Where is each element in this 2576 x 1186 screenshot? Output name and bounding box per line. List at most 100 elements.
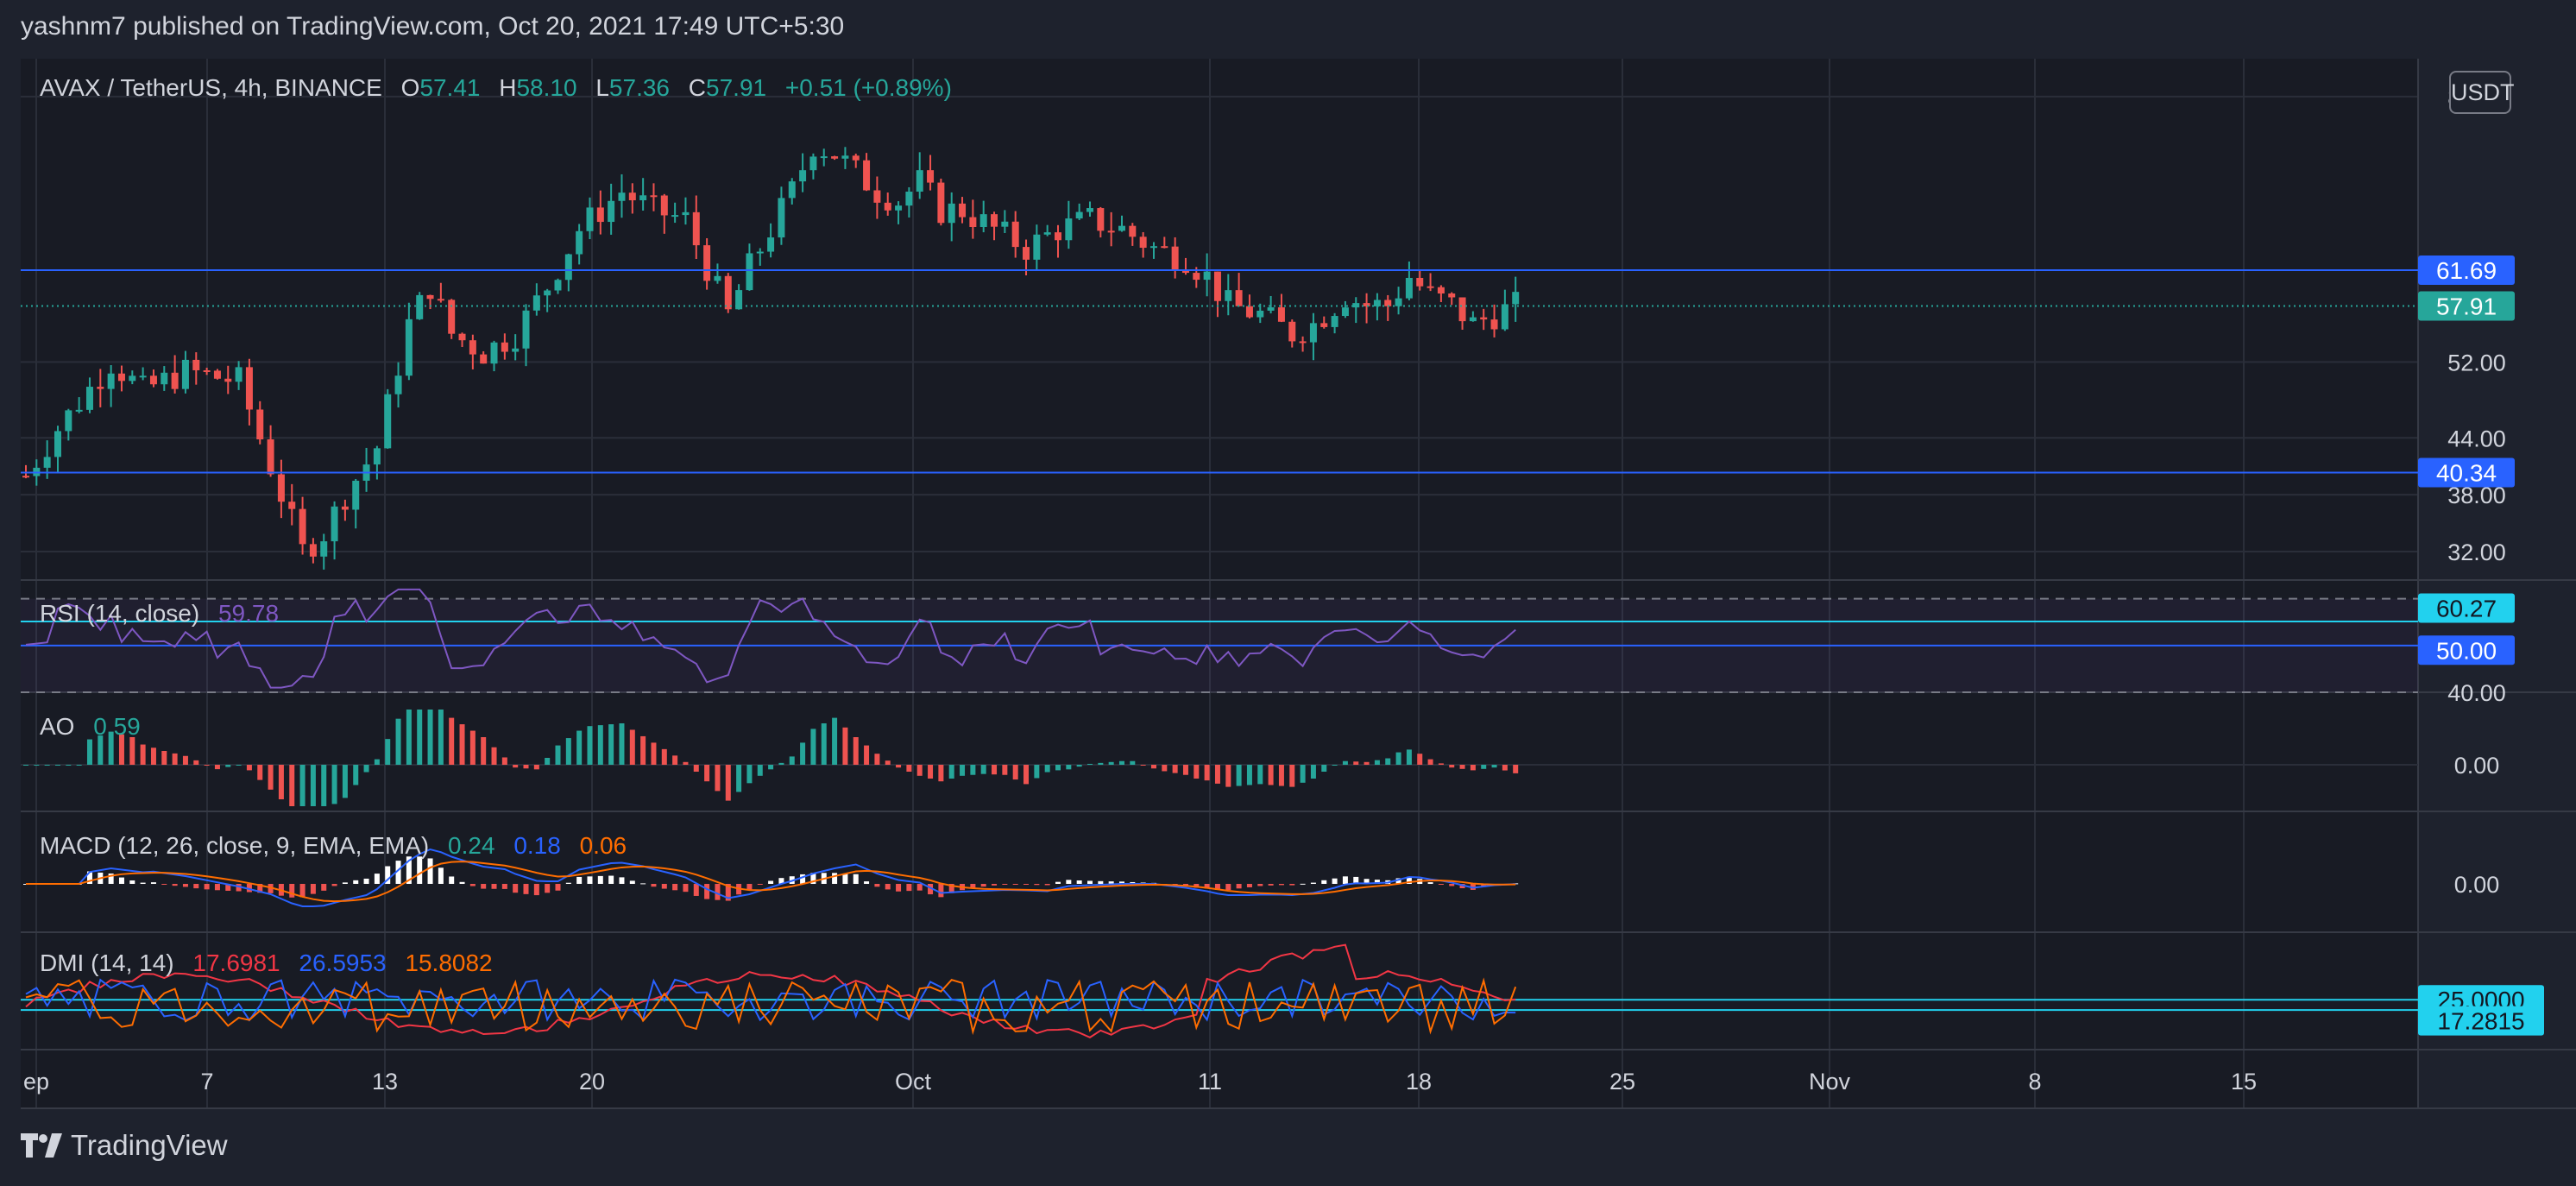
candle-body [1299,341,1307,344]
macd-hist-bar [427,858,433,884]
x-tick-10: 15 [2231,1069,2257,1095]
ao-bar [501,757,507,765]
dmi-legend[interactable]: DMI (14, 14) 17.6981 26.5953 15.8082 [40,949,493,977]
macd-hist-bar [1449,884,1455,886]
candle-body [1055,232,1062,241]
change-value: +0.51 (+0.89%) [784,74,952,101]
macd-hist-bar [140,882,146,884]
candle-body [1203,271,1211,281]
ao-bar [1364,761,1370,765]
ao-bar [150,748,156,765]
rsi-legend[interactable]: RSI (14, close) 59.78 [40,600,279,628]
macd-hist-bar [449,876,455,884]
candle-body [129,375,136,382]
candle-body [1181,269,1189,274]
macd-hist-bar [545,884,551,893]
macd-hist-bar [310,884,316,894]
ao-bar [960,765,966,776]
macd-hist-bar [438,867,444,884]
macd-hist-bar [108,873,114,884]
dmi-minus-value: 15.8082 [405,949,493,976]
macd-line [26,848,1516,907]
tradingview-logo[interactable]: TradingView [21,1129,228,1162]
macd-signal-line [26,861,1516,903]
ao-bar [1459,765,1465,769]
ao-bar [672,755,678,765]
ao-bar [1406,749,1412,765]
macd-legend[interactable]: MACD (12, 26, close, 9, EMA, EMA) 0.24 0… [40,832,627,860]
ao-bar [928,765,934,779]
ao-bar [1236,765,1242,786]
x-tick-5: 11 [1198,1069,1222,1095]
candle-body [1023,247,1030,260]
candle-body [458,333,466,341]
currency-badge[interactable]: USDT [2449,71,2515,114]
macd-hist-bar [406,856,412,884]
candle-body [831,156,839,159]
macd-hist-bar [150,882,156,884]
ao-bar [1278,765,1284,786]
candle-body [884,202,891,211]
macd-hist-bar [533,884,539,896]
price-pane [21,147,2418,570]
ao-bar [1076,765,1082,767]
macd-hist-bar [1257,884,1263,886]
macd-hist-bar [491,884,497,889]
macd-hist-bar [299,884,305,898]
ao-bar [278,765,284,799]
ao-bar [948,765,954,779]
candle-body [22,476,29,478]
candle-body [1149,246,1157,249]
x-axis: ep 7 13 20 Oct 11 18 25 Nov 8 15 [23,1069,2257,1095]
ao-bar [1204,765,1210,781]
candle-body [181,359,189,389]
ao-bar [23,765,28,766]
macd-hist-bar [672,884,678,891]
dmi-minus-line [25,977,1517,1036]
macd-hist-bar [385,866,391,884]
ao-bar [789,756,795,765]
candle-body [735,290,743,310]
candle-body [703,245,711,281]
candle-body [650,195,658,198]
ao-bar [640,735,646,765]
ao-bar [140,744,146,765]
dmi-plus-line [25,978,1516,1022]
candle-body [341,506,349,510]
candle-body [671,215,679,218]
ao-bar [481,737,487,765]
ao-bar [1087,763,1093,765]
ao-bar [1427,759,1433,765]
rsi-label: RSI (14, close) [40,600,200,627]
ao-bar [108,731,114,765]
macd-hist-bar [800,874,806,884]
macd-hist-bar [1332,878,1338,884]
ao-bar [1182,765,1188,775]
candle-body [267,439,274,475]
candle-body [608,200,615,223]
ao-bar [992,765,998,775]
macd-hist-bar [353,880,359,884]
ao-bar [129,737,135,765]
ao-bar [1342,760,1348,765]
macd-hist-bar [853,874,859,884]
macd-hist-bar [1214,884,1220,890]
candle-body [501,342,508,352]
candle-body [213,370,221,379]
dmi-adx-line [25,943,1516,1038]
candle-body [746,253,753,291]
ao-bar [736,765,742,792]
macd-tick: 0.00 [2454,872,2500,898]
ao-legend[interactable]: AO 0.59 [40,713,141,741]
candle-body [85,387,93,410]
candle-body [107,373,115,389]
candle-body [288,502,296,509]
macd-hist-bar [225,884,231,891]
brand-name: TradingView [71,1129,228,1161]
ao-bar [1225,765,1231,787]
ao-bar [236,765,242,766]
symbol-title[interactable]: AVAX / TetherUS, 4h, BINANCE [40,74,382,101]
ao-bar [757,765,763,776]
macd-hist-bar [608,875,614,884]
